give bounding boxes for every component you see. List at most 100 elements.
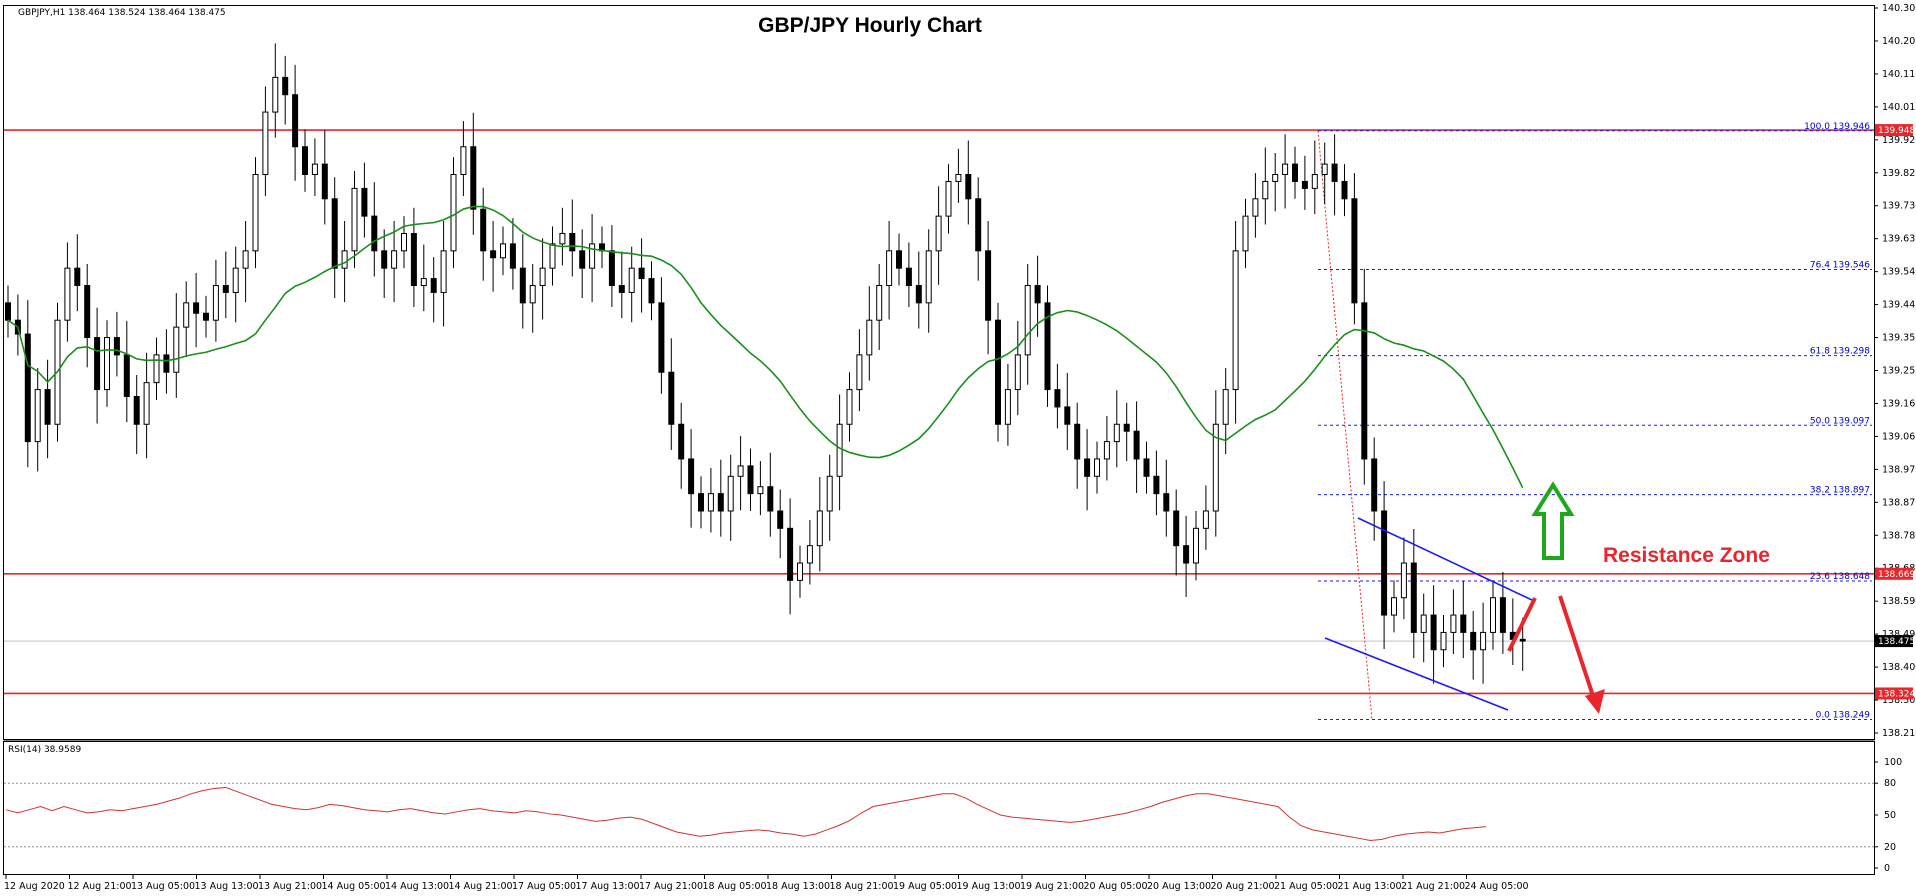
bear-candle [321, 163, 328, 200]
time-tick-label: 14 Aug 05:00 [322, 881, 386, 892]
fib-level-label: 76.4 139.546 [1810, 261, 1870, 271]
bull-candle [757, 486, 764, 495]
red-up-arrow-stroke [1507, 597, 1537, 652]
chart-title: GBP/JPY Hourly Chart [758, 14, 982, 37]
bull-candle [866, 319, 873, 356]
bear-candle [717, 493, 724, 512]
bear-candle [331, 198, 338, 269]
fib-level-label: 50.0 139.097 [1810, 416, 1870, 426]
resistance-zone-label: Resistance Zone [1603, 544, 1770, 567]
bear-candle [965, 174, 972, 200]
bull-candle [143, 382, 150, 425]
bull-candle [589, 243, 596, 269]
bull-candle [242, 250, 249, 269]
rsi-tick-label: 0 [1884, 863, 1890, 874]
bull-candle [846, 389, 853, 425]
bear-candle [985, 250, 992, 321]
time-tick-label: 17 Aug 13:00 [576, 881, 640, 892]
price-tick-label: 139.920 [1882, 135, 1916, 146]
level-price-label: 139.948 [1878, 126, 1915, 136]
bull-candle [391, 250, 398, 269]
current-price-label: 138.475 [1878, 637, 1915, 647]
bear-candle [163, 354, 170, 373]
price-tick-label: 139.445 [1882, 300, 1916, 311]
bull-candle [1024, 285, 1031, 356]
bear-candle [1183, 545, 1190, 564]
fib-trend-line [1317, 130, 1373, 720]
bull-candle [737, 465, 744, 477]
level-price-tag [1875, 687, 1913, 700]
price-panel-frame [3, 5, 1875, 740]
bull-candle [539, 267, 546, 287]
red-arrow-head [1585, 689, 1605, 714]
bear-candle [1331, 163, 1338, 182]
bull-candle [806, 545, 813, 564]
bear-candle [74, 267, 81, 287]
bull-candle [1252, 198, 1259, 217]
fib-level-label: 38.2 138.897 [1810, 486, 1870, 496]
bear-candle [1430, 614, 1437, 651]
time-tick-label: 20 Aug 05:00 [1084, 881, 1148, 892]
bull-candle [945, 180, 952, 217]
bear-candle [490, 250, 497, 259]
bull-candle [876, 285, 883, 321]
bull-candle [1193, 527, 1199, 564]
time-tick-label: 14 Aug 13:00 [385, 881, 449, 892]
bull-candle [628, 267, 635, 293]
bull-candle [1321, 163, 1328, 176]
bull-candle [955, 174, 962, 182]
price-tick-label: 138.875 [1882, 497, 1916, 508]
bull-candle [64, 267, 71, 321]
bull-candle [1242, 215, 1249, 252]
bear-candle [44, 389, 51, 425]
price-tick-label: 139.635 [1882, 234, 1916, 245]
fib-level-label: 23.6 138.648 [1810, 572, 1870, 582]
bear-candle [302, 146, 308, 176]
level-price-label: 138.324 [1878, 689, 1915, 699]
price-tick-label: 140.110 [1882, 69, 1916, 80]
bull-candle [925, 250, 932, 304]
price-tick-label: 138.590 [1882, 596, 1916, 607]
bear-candle [113, 337, 120, 356]
bear-candle [1499, 597, 1506, 633]
rsi-indicator: 100 80 50 20 0 [4, 757, 1902, 874]
price-tick-label: 140.205 [1882, 36, 1916, 47]
bear-candle [1410, 562, 1417, 633]
bear-candle [1173, 510, 1180, 547]
price-tick-label: 139.730 [1882, 201, 1916, 212]
bear-candle [1163, 493, 1170, 512]
rsi-tick-label: 20 [1884, 842, 1896, 853]
bear-candle [698, 493, 704, 512]
bull-candle [104, 337, 110, 391]
bull-candle [1212, 423, 1219, 512]
bear-candle [787, 527, 794, 581]
bear-candle [975, 198, 982, 252]
bear-candle [1074, 423, 1081, 460]
bear-candle [1084, 458, 1091, 477]
bear-candle [133, 396, 140, 425]
bull-candle [1450, 614, 1457, 633]
time-tick-label: 12 Aug 2020 [4, 881, 65, 892]
channel-upper-line [1357, 517, 1533, 601]
time-tick-label: 17 Aug 21:00 [639, 881, 703, 892]
rsi-line [5, 786, 1487, 841]
bear-candle [519, 267, 526, 304]
fib-level-label: 61.8 139.298 [1810, 347, 1870, 357]
bull-candle [1490, 597, 1496, 633]
bull-candle [460, 146, 467, 176]
time-tick-label: 21 Aug 05:00 [1274, 881, 1338, 892]
price-tick-label: 139.825 [1882, 168, 1916, 179]
time-tick-label: 18 Aug 13:00 [766, 881, 830, 892]
bull-candle [34, 389, 41, 443]
bull-candle [1420, 614, 1427, 633]
time-axis: 12 Aug 2020 12 Aug 21:00 13 Aug 05:00 13 Au… [4, 875, 1529, 892]
rsi-panel-frame [3, 741, 1875, 875]
bear-candle [1153, 475, 1160, 495]
bull-candle [886, 250, 893, 287]
bull-candle [836, 423, 843, 477]
bear-candle [410, 232, 417, 287]
bear-candle [84, 285, 91, 339]
bull-candle [232, 267, 239, 293]
bull-candle [559, 232, 566, 245]
